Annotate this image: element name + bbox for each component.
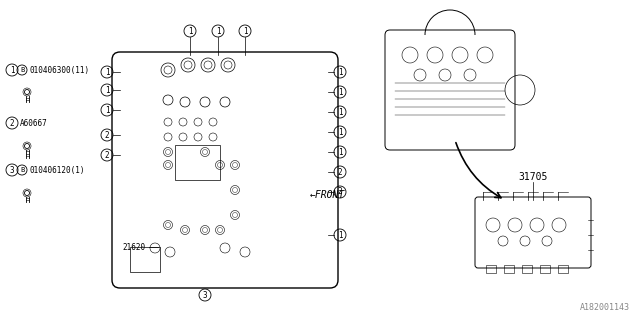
Text: 1: 1	[338, 127, 342, 137]
Text: A182001143: A182001143	[580, 303, 630, 312]
Text: 2: 2	[105, 131, 109, 140]
Text: 3: 3	[10, 165, 14, 174]
Text: A60667: A60667	[20, 118, 48, 127]
Text: 2: 2	[10, 118, 14, 127]
Text: 1: 1	[338, 68, 342, 76]
Bar	[522, 265, 532, 273]
Text: 1: 1	[188, 27, 192, 36]
Text: 2: 2	[338, 188, 342, 196]
Text: 1: 1	[105, 85, 109, 94]
Bar	[130, 247, 160, 272]
Text: 2: 2	[105, 150, 109, 159]
Text: 2: 2	[338, 167, 342, 177]
Text: 010406300(11): 010406300(11)	[29, 66, 89, 75]
Text: 1: 1	[105, 68, 109, 76]
Text: ←FRONT: ←FRONT	[310, 190, 345, 200]
Text: 1: 1	[243, 27, 247, 36]
Text: 1: 1	[105, 106, 109, 115]
Text: 21620: 21620	[122, 243, 145, 252]
Text: 1: 1	[10, 66, 14, 75]
Text: 1: 1	[338, 87, 342, 97]
Bar	[175, 145, 220, 180]
Bar	[540, 265, 550, 273]
Bar	[558, 265, 568, 273]
Bar	[486, 265, 496, 273]
Text: 3: 3	[203, 291, 207, 300]
Text: B: B	[20, 67, 24, 73]
Text: 1: 1	[338, 230, 342, 239]
Text: 1: 1	[338, 108, 342, 116]
Text: 1: 1	[216, 27, 220, 36]
Text: 010406120(1): 010406120(1)	[29, 165, 84, 174]
Text: 1: 1	[338, 148, 342, 156]
Text: 31705: 31705	[518, 172, 548, 182]
Text: B: B	[20, 167, 24, 173]
Bar	[504, 265, 514, 273]
